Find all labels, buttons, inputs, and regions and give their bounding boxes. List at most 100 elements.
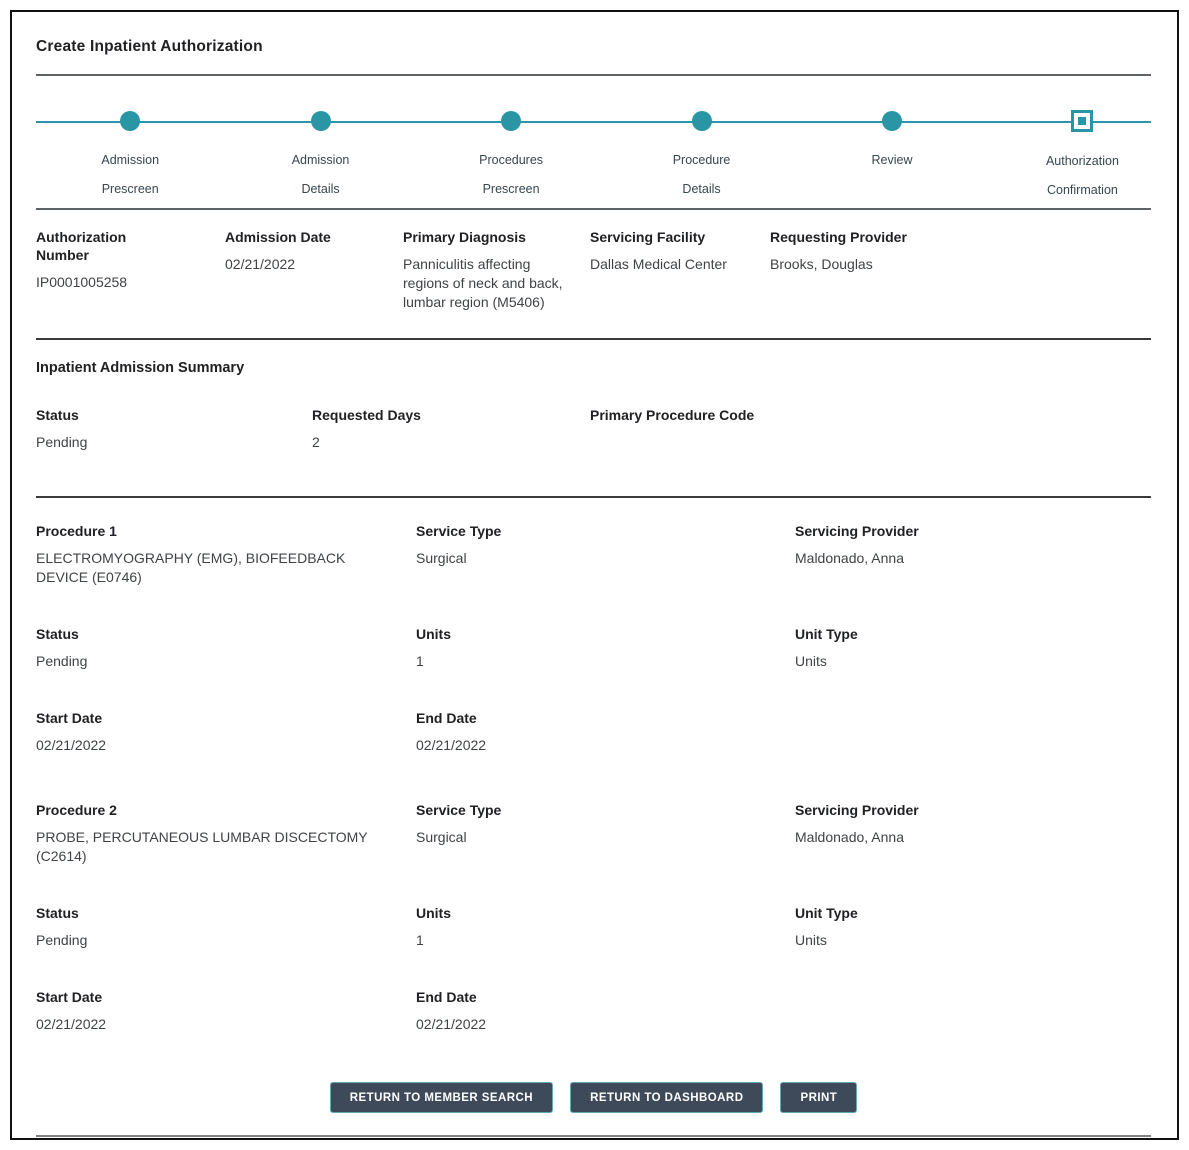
step-label: Admission Prescreen [52, 146, 208, 204]
stepper-track [36, 121, 1151, 123]
status-value: Pending [36, 653, 88, 669]
servicing-provider-value: Maldonado, Anna [795, 550, 904, 566]
start-date-value: 02/21/2022 [36, 1016, 107, 1032]
procedure-2-section: Procedure 2 PROBE, PERCUTANEOUS LUMBAR D… [36, 801, 1151, 1034]
field-label: Servicing Provider [795, 802, 919, 818]
procedure-row-status: Status Pending Units 1 Unit Type Units [36, 625, 1151, 671]
primary-diagnosis-value: Panniculitis affecting regions of neck a… [403, 256, 563, 310]
procedure-name-value: PROBE, PERCUTANEOUS LUMBAR DISCECTOMY (C… [36, 829, 368, 864]
units-value: 1 [416, 653, 424, 669]
step-label-line2: Details [682, 182, 721, 196]
servicing-facility-value: Dallas Medical Center [590, 256, 727, 272]
step-label: Review [814, 146, 970, 175]
field-label: Unit Type [795, 626, 858, 642]
step-label: Procedures Prescreen [433, 146, 589, 204]
end-date-value: 02/21/2022 [416, 1016, 487, 1032]
field-label: Status [36, 407, 79, 423]
field-requesting-provider: Requesting Provider Brooks, Douglas [770, 228, 1151, 312]
field-label: Servicing Facility [590, 229, 706, 245]
field-empty [795, 988, 1151, 1034]
field-label: Units [416, 626, 451, 642]
step-label-line2: Confirmation [1046, 183, 1118, 197]
field-empty [795, 709, 1151, 755]
step-authorization-confirmation[interactable]: Authorization Confirmation [1004, 110, 1160, 205]
field-authorization-number: Authorization Number IP0001005258 [36, 228, 225, 312]
field-label: Unit Type [795, 905, 858, 921]
divider-under-title [36, 74, 1151, 76]
step-current-square-icon[interactable] [1071, 110, 1094, 132]
field-end-date: End Date 02/21/2022 [416, 709, 795, 755]
print-button[interactable]: PRINT [780, 1082, 858, 1113]
service-type-value: Surgical [416, 829, 467, 845]
step-label-line2: Prescreen [101, 182, 159, 196]
procedure-heading: Procedure 1 [36, 523, 117, 539]
authorization-summary-row: Authorization Number IP0001005258 Admiss… [36, 228, 1151, 312]
window-frame: Create Inpatient Authorization Admission… [10, 10, 1179, 1140]
field-servicing-facility: Servicing Facility Dallas Medical Center [590, 228, 770, 312]
field-label: Service Type [416, 802, 502, 818]
field-procedure-name: Procedure 2 PROBE, PERCUTANEOUS LUMBAR D… [36, 801, 416, 866]
end-date-value: 02/21/2022 [416, 737, 487, 753]
status-value: Pending [36, 932, 88, 948]
step-admission-prescreen[interactable]: Admission Prescreen [52, 111, 208, 204]
step-label: Authorization Confirmation [1004, 147, 1160, 205]
divider-under-stepper [36, 208, 1151, 210]
step-label-line2: Prescreen [482, 182, 540, 196]
inpatient-admission-summary-row: Status Pending Requested Days 2 Primary … [36, 406, 1151, 452]
create-inpatient-authorization-page: Create Inpatient Authorization Admission… [12, 12, 1177, 1138]
field-start-date: Start Date 02/21/2022 [36, 709, 416, 755]
return-to-dashboard-button[interactable]: RETURN TO DASHBOARD [570, 1082, 764, 1113]
wizard-stepper: Admission Prescreen Admission Details Pr… [36, 76, 1151, 208]
field-servicing-provider: Servicing Provider Maldonado, Anna [795, 801, 1151, 866]
procedure-name-value: ELECTROMYOGRAPHY (EMG), BIOFEEDBACK DEVI… [36, 550, 346, 585]
step-procedures-prescreen[interactable]: Procedures Prescreen [433, 111, 589, 204]
step-label: Procedure Details [624, 146, 780, 204]
step-current-square-dot [1078, 117, 1087, 125]
field-unit-type: Unit Type Units [795, 625, 1151, 671]
field-service-type: Service Type Surgical [416, 522, 795, 587]
unit-type-value: Units [795, 932, 827, 948]
procedure-heading: Procedure 2 [36, 802, 117, 818]
step-admission-details[interactable]: Admission Details [243, 111, 399, 204]
field-servicing-provider: Servicing Provider Maldonado, Anna [795, 522, 1151, 587]
field-label: Servicing Provider [795, 523, 919, 539]
field-admission-status: Status Pending [36, 406, 312, 452]
step-label-line2: Details [301, 182, 340, 196]
step-label-line1: Procedures [479, 153, 544, 167]
field-label: Start Date [36, 710, 103, 726]
step-label-line1: Procedure [672, 153, 731, 167]
admission-date-value: 02/21/2022 [225, 256, 296, 272]
step-procedure-details[interactable]: Procedure Details [624, 111, 780, 204]
field-label: End Date [416, 710, 477, 726]
page-title: Create Inpatient Authorization [36, 38, 263, 55]
step-completed-circle-icon[interactable] [691, 111, 712, 131]
authorization-number-value: IP0001005258 [36, 274, 128, 290]
field-label: Authorization Number [36, 229, 127, 263]
step-completed-circle-icon[interactable] [120, 111, 141, 131]
step-completed-circle-icon[interactable] [881, 111, 902, 131]
step-review[interactable]: Review [814, 111, 970, 175]
field-label: Status [36, 905, 79, 921]
procedure-1-section: Procedure 1 ELECTROMYOGRAPHY (EMG), BIOF… [36, 522, 1151, 755]
step-completed-circle-icon[interactable] [310, 111, 331, 131]
procedure-row-name: Procedure 2 PROBE, PERCUTANEOUS LUMBAR D… [36, 801, 1151, 866]
field-start-date: Start Date 02/21/2022 [36, 988, 416, 1034]
step-label-line1: Admission [291, 153, 350, 167]
field-label: Status [36, 626, 79, 642]
procedure-row-dates: Start Date 02/21/2022 End Date 02/21/202… [36, 709, 1151, 755]
start-date-value: 02/21/2022 [36, 737, 107, 753]
field-status: Status Pending [36, 904, 416, 950]
field-requested-days: Requested Days 2 [312, 406, 590, 452]
field-label: Units [416, 905, 451, 921]
step-completed-circle-icon[interactable] [501, 111, 522, 131]
inpatient-admission-summary-heading: Inpatient Admission Summary [36, 360, 245, 376]
requesting-provider-value: Brooks, Douglas [770, 256, 873, 272]
divider-procedures [36, 496, 1151, 498]
field-procedure-name: Procedure 1 ELECTROMYOGRAPHY (EMG), BIOF… [36, 522, 416, 587]
field-units: Units 1 [416, 904, 795, 950]
field-label: Primary Procedure Code [590, 407, 755, 423]
admission-status-value: Pending [36, 434, 88, 450]
return-to-member-search-button[interactable]: RETURN TO MEMBER SEARCH [329, 1082, 554, 1113]
units-value: 1 [416, 932, 424, 948]
step-label-line1: Admission [101, 153, 160, 167]
